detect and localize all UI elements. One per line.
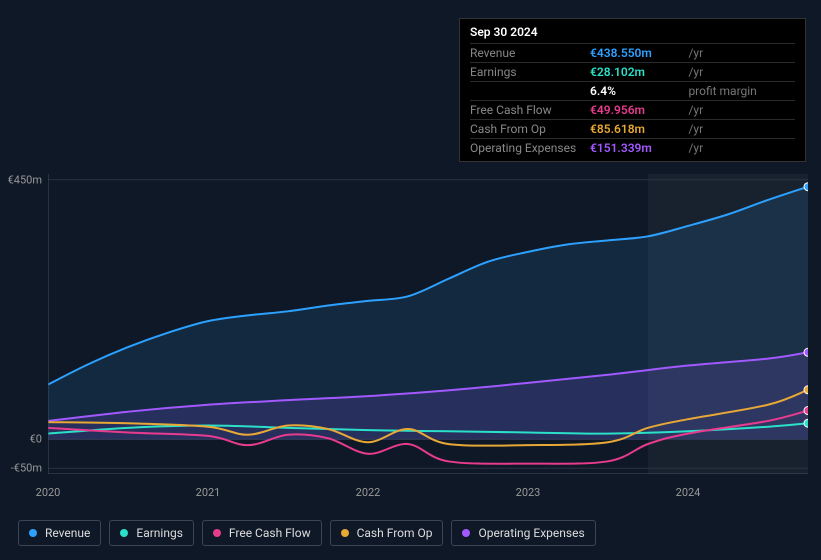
tooltip-value: €85.618m (590, 120, 684, 139)
legend-dot (213, 529, 221, 537)
legend-label: Revenue (45, 526, 90, 540)
legend-dot (120, 529, 128, 537)
tooltip-row: Cash From Op€85.618m/yr (470, 120, 795, 139)
tooltip-key (470, 82, 590, 101)
tooltip-unit: /yr (684, 44, 795, 63)
legend-label: Free Cash Flow (229, 526, 311, 540)
tooltip-value: €438.550m (590, 44, 684, 63)
tooltip-unit: /yr (684, 63, 795, 82)
legend-label: Cash From Op (357, 526, 433, 540)
legend-label: Earnings (136, 526, 183, 540)
tooltip-unit: /yr (684, 101, 795, 120)
tooltip-key: Operating Expenses (470, 139, 590, 158)
tooltip-value: €151.339m (590, 139, 684, 158)
tooltip-unit: /yr (684, 139, 795, 158)
chart-legend: Revenue Earnings Free Cash Flow Cash From O… (18, 520, 596, 546)
y-axis-labels: €450m €0 -€50m (0, 160, 46, 480)
tooltip-date: Sep 30 2024 (470, 25, 795, 43)
tooltip-value: €49.956m (590, 101, 684, 120)
tooltip-row: 6.4%profit margin (470, 82, 795, 101)
x-tick-label: 2021 (196, 486, 221, 499)
tooltip-row: Free Cash Flow€49.956m/yr (470, 101, 795, 120)
tooltip-row: Earnings€28.102m/yr (470, 63, 795, 82)
tooltip-key: Cash From Op (470, 120, 590, 139)
tooltip-unit: /yr (684, 120, 795, 139)
y-tick-label: €0 (30, 433, 42, 446)
y-tick-label: -€50m (11, 462, 42, 475)
y-tick-label: €450m (8, 173, 42, 186)
tooltip-row: Revenue€438.550m/yr (470, 44, 795, 63)
data-tooltip: Sep 30 2024 Revenue€438.550m/yrEarnings€… (459, 18, 806, 162)
tooltip-unit: profit margin (684, 82, 795, 101)
legend-dot (462, 529, 470, 537)
tooltip-key: Earnings (470, 63, 590, 82)
x-tick-label: 2024 (676, 486, 701, 499)
tooltip-table: Revenue€438.550m/yrEarnings€28.102m/yr6.… (470, 43, 795, 157)
x-tick-label: 2022 (356, 486, 381, 499)
x-tick-label: 2020 (36, 486, 61, 499)
legend-item-cfo[interactable]: Cash From Op (330, 520, 444, 546)
legend-item-fcf[interactable]: Free Cash Flow (202, 520, 322, 546)
legend-dot (341, 529, 349, 537)
tooltip-key: Revenue (470, 44, 590, 63)
tooltip-value: €28.102m (590, 63, 684, 82)
tooltip-value: 6.4% (590, 82, 684, 101)
legend-item-revenue[interactable]: Revenue (18, 520, 101, 546)
plot-area (48, 174, 808, 474)
legend-item-earnings[interactable]: Earnings (109, 520, 194, 546)
tooltip-key: Free Cash Flow (470, 101, 590, 120)
x-axis-labels: 20202021202220232024 (48, 486, 808, 506)
tooltip-row: Operating Expenses€151.339m/yr (470, 139, 795, 158)
legend-dot (29, 529, 37, 537)
legend-label: Operating Expenses (478, 526, 584, 540)
x-tick-label: 2023 (516, 486, 541, 499)
legend-item-opex[interactable]: Operating Expenses (451, 520, 595, 546)
financial-chart: €450m €0 -€50m 2020 2021 2022 2023 2024 (0, 160, 821, 500)
